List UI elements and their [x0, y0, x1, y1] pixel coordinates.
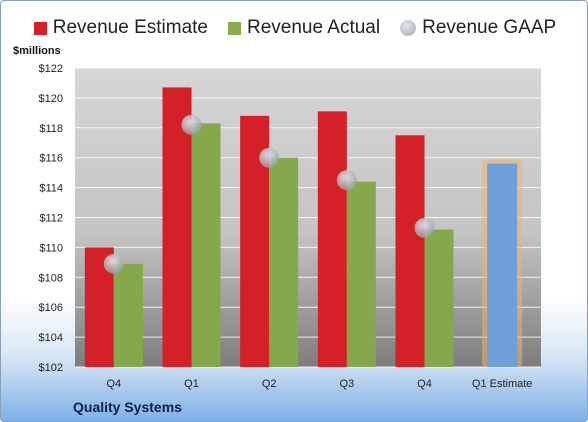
y-axis-unit-label: $millions [13, 45, 61, 57]
y-tick-label: $118 [39, 123, 63, 135]
y-tick-label: $106 [39, 302, 63, 314]
x-tick-label: Q1 Estimate [472, 378, 533, 390]
bar-revenue-estimate [395, 135, 425, 367]
legend-swatch-gaap [400, 20, 417, 36]
y-tick-label: $108 [39, 272, 63, 284]
legend: Revenue Estimate Revenue Actual Revenue … [1, 15, 587, 41]
x-tick-label: Q1 [184, 378, 199, 390]
gaap-points [103, 114, 435, 274]
bar-revenue-actual [269, 157, 299, 367]
bar-revenue-actual [113, 263, 143, 367]
point-revenue-gaap [259, 147, 280, 168]
legend-label-gaap: Revenue GAAP [422, 17, 557, 38]
legend-swatch-actual [228, 21, 241, 35]
legend-label-actual: Revenue Actual [247, 17, 381, 38]
bar-revenue-forecast [487, 163, 518, 367]
y-axis-ticks: $102 $104 $106 $108 $110 $112 $114 $116 $118 $120… [39, 63, 63, 374]
x-tick-label: Q2 [262, 378, 277, 390]
company-name: Quality Systems [73, 399, 182, 415]
point-revenue-gaap [103, 253, 124, 274]
y-tick-label: $104 [39, 332, 63, 344]
x-tick-label: Q4 [417, 378, 432, 390]
legend-label-estimate: Revenue Estimate [52, 17, 208, 38]
legend-item-actual: Revenue Actual [228, 17, 380, 39]
y-tick-label: $116 [39, 153, 63, 165]
bar-revenue-estimate [162, 87, 192, 367]
legend-item-estimate: Revenue Estimate [33, 17, 208, 39]
bar-revenue-estimate [317, 111, 347, 367]
x-axis-ticks: Q4 Q1 Q2 Q3 Q4 Q1 Estimate [106, 378, 532, 390]
point-revenue-gaap [336, 170, 357, 191]
gridlines [75, 67, 541, 368]
x-tick-label: Q3 [339, 378, 354, 390]
y-tick-label: $120 [39, 93, 63, 105]
x-tick-label: Q4 [106, 378, 121, 390]
y-tick-label: $122 [39, 63, 63, 75]
bar-revenue-actual [346, 181, 376, 367]
y-tick-label: $110 [39, 242, 63, 254]
y-tick-label: $114 [39, 183, 63, 195]
legend-item-gaap: Revenue GAAP [400, 17, 556, 39]
bar-revenue-actual [191, 123, 221, 367]
point-revenue-gaap [414, 217, 435, 238]
point-revenue-gaap [181, 114, 202, 135]
y-tick-label: $112 [39, 213, 63, 225]
legend-swatch-estimate [33, 21, 47, 35]
bars [84, 87, 523, 367]
y-tick-label: $102 [39, 362, 63, 374]
bar-revenue-actual [424, 229, 454, 367]
